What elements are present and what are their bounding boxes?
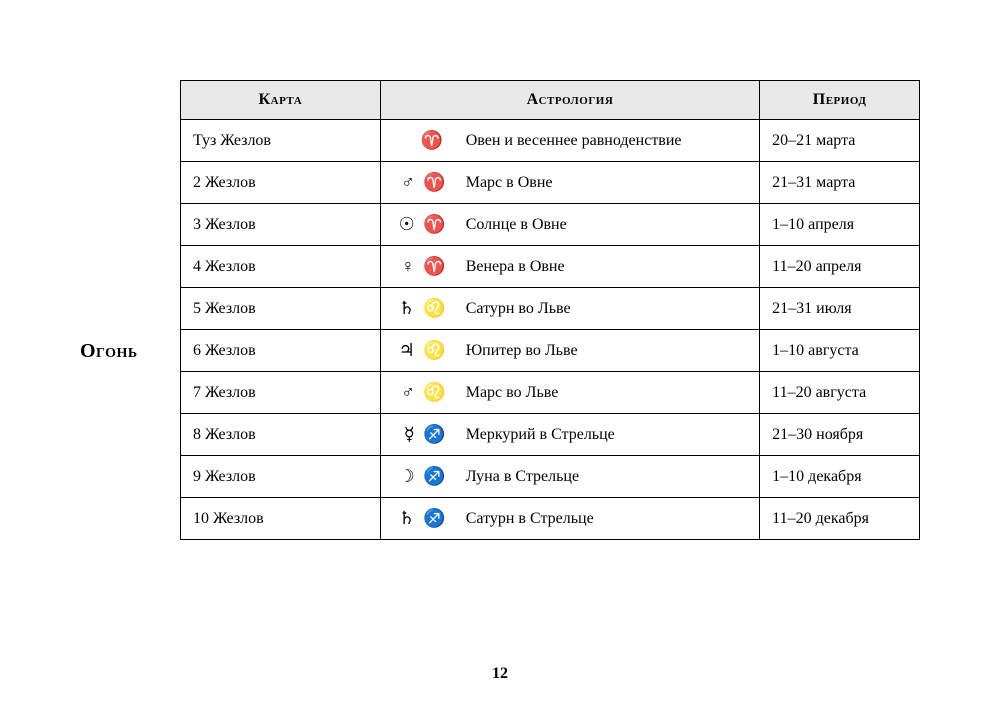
table-row: 5 Жезлов ♄ ♌ Сатурн во Льве 21–31 июля [181, 288, 920, 330]
cell-period: 11–20 августа [760, 372, 920, 414]
cell-card: 3 Жезлов [181, 204, 381, 246]
header-astrology: Астрология [380, 81, 759, 120]
astrology-description: Венера в Овне [466, 258, 565, 276]
cell-period: 11–20 апреля [760, 246, 920, 288]
astrology-symbols: ♀ ♈ [393, 256, 448, 277]
cell-astrology: ☿ ♐ Меркурий в Стрельце [380, 414, 759, 456]
cell-astrology: ♂ ♌ Марс во Льве [380, 372, 759, 414]
astrology-symbols: ♄ ♐ [393, 508, 448, 529]
cell-astrology: ♀ ♈ Венера в Овне [380, 246, 759, 288]
cell-period: 21–31 марта [760, 162, 920, 204]
table-row: 3 Жезлов ☉ ♈ Солнце в Овне 1–10 апреля [181, 204, 920, 246]
table-row: 7 Жезлов ♂ ♌ Марс во Льве 11–20 августа [181, 372, 920, 414]
table-row: 4 Жезлов ♀ ♈ Венера в Овне 11–20 апреля [181, 246, 920, 288]
astrology-symbols: ♈ [393, 130, 448, 151]
astrology-description: Овен и весеннее равноденствие [466, 132, 682, 150]
astrology-symbols: ☽ ♐ [393, 466, 448, 487]
cell-card: 7 Жезлов [181, 372, 381, 414]
astrology-symbols: ♂ ♌ [393, 382, 448, 403]
astrology-symbols: ♃ ♌ [393, 340, 448, 361]
cell-astrology: ♄ ♌ Сатурн во Льве [380, 288, 759, 330]
table-header-row: Карта Астрология Период [181, 81, 920, 120]
astrology-symbols: ☿ ♐ [393, 424, 448, 445]
cell-period: 21–30 ноября [760, 414, 920, 456]
table-row: 6 Жезлов ♃ ♌ Юпитер во Льве 1–10 августа [181, 330, 920, 372]
table-container: Карта Астрология Период Туз Жезлов ♈ Овен … [180, 80, 920, 540]
table-row: 8 Жезлов ☿ ♐ Меркурий в Стрельце 21–30 нояб… [181, 414, 920, 456]
header-period: Период [760, 81, 920, 120]
page: Огонь Карта Астрология Период Туз Жезлов… [0, 0, 1000, 703]
cell-astrology: ☽ ♐ Луна в Стрельце [380, 456, 759, 498]
table-row: 9 Жезлов ☽ ♐ Луна в Стрельце 1–10 декабря [181, 456, 920, 498]
cell-card: Туз Жезлов [181, 120, 381, 162]
astrology-description: Меркурий в Стрельце [466, 426, 615, 444]
astrology-description: Марс во Льве [466, 384, 559, 402]
astrology-description: Солнце в Овне [466, 216, 567, 234]
astrology-symbols: ♄ ♌ [393, 298, 448, 319]
cell-period: 11–20 декабря [760, 498, 920, 540]
cell-card: 10 Жезлов [181, 498, 381, 540]
astrology-description: Сатурн во Льве [466, 300, 571, 318]
cell-period: 1–10 августа [760, 330, 920, 372]
element-label: Огонь [80, 340, 138, 363]
astrology-symbols: ♂ ♈ [393, 172, 448, 193]
astrology-description: Марс в Овне [466, 174, 553, 192]
cell-card: 4 Жезлов [181, 246, 381, 288]
cell-card: 5 Жезлов [181, 288, 381, 330]
cell-astrology: ♄ ♐ Сатурн в Стрельце [380, 498, 759, 540]
page-number: 12 [0, 665, 1000, 683]
tarot-astrology-table: Карта Астрология Период Туз Жезлов ♈ Овен … [180, 80, 920, 540]
header-card: Карта [181, 81, 381, 120]
astrology-description: Сатурн в Стрельце [466, 510, 594, 528]
astrology-symbols: ☉ ♈ [393, 214, 448, 235]
astrology-description: Юпитер во Льве [466, 342, 578, 360]
cell-astrology: ♃ ♌ Юпитер во Льве [380, 330, 759, 372]
cell-period: 20–21 марта [760, 120, 920, 162]
cell-period: 1–10 апреля [760, 204, 920, 246]
table-row: 2 Жезлов ♂ ♈ Марс в Овне 21–31 марта [181, 162, 920, 204]
cell-card: 2 Жезлов [181, 162, 381, 204]
cell-card: 8 Жезлов [181, 414, 381, 456]
table-row: 10 Жезлов ♄ ♐ Сатурн в Стрельце 11–20 декаб… [181, 498, 920, 540]
cell-card: 9 Жезлов [181, 456, 381, 498]
cell-period: 1–10 декабря [760, 456, 920, 498]
cell-card: 6 Жезлов [181, 330, 381, 372]
cell-astrology: ☉ ♈ Солнце в Овне [380, 204, 759, 246]
cell-period: 21–31 июля [760, 288, 920, 330]
cell-astrology: ♈ Овен и весеннее равноденствие [380, 120, 759, 162]
astrology-description: Луна в Стрельце [466, 468, 579, 486]
table-row: Туз Жезлов ♈ Овен и весеннее равноденствие… [181, 120, 920, 162]
cell-astrology: ♂ ♈ Марс в Овне [380, 162, 759, 204]
